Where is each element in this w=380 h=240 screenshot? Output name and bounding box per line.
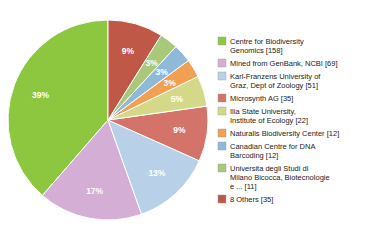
data-label: 3% [163, 78, 176, 88]
legend-item: Karl-Franzens University ofGraz, Dept of… [218, 72, 321, 90]
legend-label: Naturalis Biodiversity Center [12] [230, 129, 339, 138]
data-label: 3% [155, 67, 168, 77]
legend-item: Centre for BiodiversityGenomics [158] [218, 37, 304, 55]
legend-label: Ilia State University,Institute of Ecolo… [230, 107, 308, 125]
data-labels: 39%17%13%9%5%3%3%3%9% [32, 46, 186, 196]
data-label: 3% [146, 58, 159, 68]
data-label: 13% [148, 168, 165, 178]
legend-swatch [218, 37, 226, 45]
legend-item: 8 Others [35] [218, 195, 273, 204]
legend-label: Centre for BiodiversityGenomics [158] [230, 37, 304, 55]
chart: 39%17%13%9%5%3%3%3%9%Centre for Biodiver… [0, 0, 380, 240]
legend-swatch [218, 107, 226, 115]
legend-item: Canadian Centre for DNABarcoding [12] [218, 142, 315, 160]
legend-item: Microsynth AG [35] [218, 94, 293, 103]
legend-item: Naturalis Biodiversity Center [12] [218, 129, 339, 138]
legend-swatch [218, 195, 226, 203]
legend-label: 8 Others [35] [230, 195, 273, 204]
data-label: 5% [171, 94, 184, 104]
legend-swatch [218, 59, 226, 67]
legend-label: Microsynth AG [35] [230, 94, 293, 103]
data-label: 9% [173, 125, 186, 135]
legend-label: Canadian Centre for DNABarcoding [12] [230, 142, 315, 160]
legend-swatch [218, 94, 226, 102]
legend-swatch [218, 129, 226, 137]
data-label: 39% [32, 90, 49, 100]
pie-slice [108, 20, 161, 120]
legend-item: Universita degli Studi diMilano Bicocca,… [218, 164, 330, 191]
legend-item: Ilia State University,Institute of Ecolo… [218, 107, 308, 125]
data-label: 17% [86, 186, 103, 196]
legend-swatch [218, 142, 226, 150]
pie [8, 20, 208, 220]
legend: Centre for BiodiversityGenomics [158] Min… [218, 37, 339, 204]
legend-label: Karl-Franzens University ofGraz, Dept of… [230, 72, 321, 90]
legend-swatch [218, 164, 226, 172]
legend-item: Mined from GenBank, NCBI [69] [218, 59, 338, 68]
data-label: 9% [122, 46, 135, 56]
legend-label: Universita degli Studi diMilano Bicocca,… [230, 164, 330, 191]
legend-swatch [218, 72, 226, 80]
legend-label: Mined from GenBank, NCBI [69] [230, 59, 338, 68]
